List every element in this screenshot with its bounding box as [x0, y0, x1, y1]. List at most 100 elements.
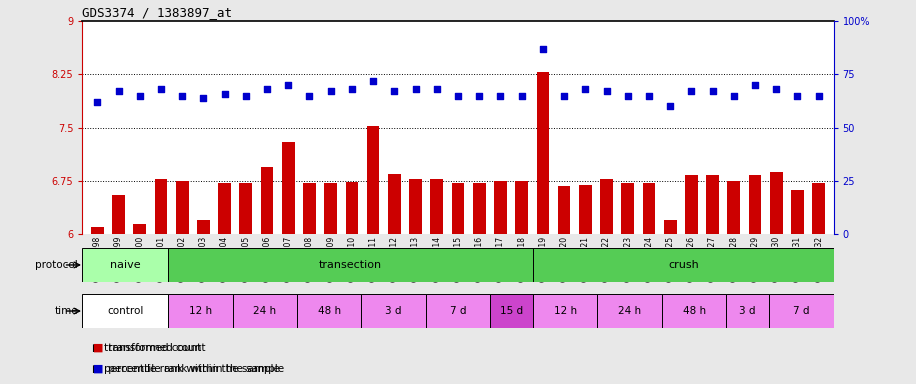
Point	[344, 86, 359, 93]
Text: crush: crush	[668, 260, 699, 270]
Point	[791, 93, 805, 99]
Bar	[600, 179, 613, 234]
Text: time: time	[54, 306, 78, 316]
Bar	[558, 186, 571, 234]
Bar	[516, 181, 528, 234]
Bar	[112, 195, 125, 234]
Text: 7 d: 7 d	[793, 306, 810, 316]
Bar	[597, 294, 662, 328]
Text: GDS3374 / 1383897_at: GDS3374 / 1383897_at	[82, 5, 233, 18]
Point	[578, 86, 593, 93]
Text: 12 h: 12 h	[554, 306, 577, 316]
Point	[812, 93, 826, 99]
Bar	[706, 175, 719, 234]
Text: ■  percentile rank within the sample: ■ percentile rank within the sample	[92, 364, 284, 374]
Point	[620, 93, 635, 99]
Bar	[685, 175, 698, 234]
Point	[472, 93, 486, 99]
Text: percentile rank within the sample: percentile rank within the sample	[104, 364, 280, 374]
Text: transection: transection	[319, 260, 382, 270]
Point	[599, 88, 614, 94]
Bar	[662, 294, 726, 328]
Bar	[82, 294, 169, 328]
Text: transformed count: transformed count	[104, 343, 202, 353]
Bar	[533, 248, 834, 282]
Bar	[431, 179, 443, 234]
Bar	[297, 294, 362, 328]
Point	[769, 86, 783, 93]
Text: ■: ■	[93, 364, 103, 374]
Point	[536, 46, 551, 52]
Bar	[537, 72, 550, 234]
Bar	[452, 183, 464, 234]
Text: 12 h: 12 h	[189, 306, 212, 316]
Point	[409, 86, 423, 93]
Point	[493, 93, 507, 99]
Bar	[388, 174, 400, 234]
Bar	[91, 227, 104, 234]
Point	[747, 82, 762, 88]
Bar	[169, 294, 233, 328]
Point	[154, 86, 169, 93]
Bar	[727, 181, 740, 234]
Bar	[155, 179, 168, 234]
Point	[323, 88, 338, 94]
Bar	[134, 223, 146, 234]
Text: 15 d: 15 d	[500, 306, 523, 316]
Text: control: control	[107, 306, 144, 316]
Bar	[490, 294, 533, 328]
Point	[260, 86, 275, 93]
Bar	[324, 183, 337, 234]
Bar	[345, 182, 358, 234]
Bar	[769, 294, 834, 328]
Text: 48 h: 48 h	[318, 306, 341, 316]
Point	[641, 93, 656, 99]
Text: 24 h: 24 h	[254, 306, 277, 316]
Point	[514, 93, 529, 99]
Bar	[748, 175, 761, 234]
Point	[175, 93, 190, 99]
Bar	[218, 183, 231, 234]
Bar	[643, 183, 655, 234]
Bar	[169, 248, 533, 282]
Bar	[366, 126, 379, 234]
Bar	[82, 248, 169, 282]
Bar	[197, 220, 210, 234]
Bar	[239, 183, 252, 234]
Point	[451, 93, 465, 99]
Bar	[726, 294, 769, 328]
Bar	[770, 172, 782, 234]
Point	[684, 88, 699, 94]
Bar	[494, 181, 507, 234]
Point	[238, 93, 253, 99]
Point	[111, 88, 125, 94]
Bar	[812, 183, 825, 234]
Bar	[533, 294, 597, 328]
Bar	[579, 185, 592, 234]
Point	[133, 93, 147, 99]
Bar	[176, 181, 189, 234]
Bar	[791, 190, 804, 234]
Point	[217, 91, 232, 97]
Point	[365, 78, 380, 84]
Text: ■: ■	[93, 343, 103, 353]
Text: 48 h: 48 h	[682, 306, 705, 316]
Bar	[261, 167, 273, 234]
Point	[726, 93, 741, 99]
Bar	[409, 179, 422, 234]
Bar	[362, 294, 426, 328]
Text: 24 h: 24 h	[618, 306, 641, 316]
Text: 7 d: 7 d	[450, 306, 466, 316]
Text: naive: naive	[110, 260, 141, 270]
Point	[387, 88, 402, 94]
Bar	[426, 294, 490, 328]
Text: ■  transformed count: ■ transformed count	[92, 343, 205, 353]
Bar	[282, 142, 295, 234]
Text: 3 d: 3 d	[386, 306, 402, 316]
Point	[430, 86, 444, 93]
Point	[705, 88, 720, 94]
Text: protocol: protocol	[35, 260, 78, 270]
Point	[663, 103, 678, 109]
Bar	[621, 183, 634, 234]
Point	[281, 82, 296, 88]
